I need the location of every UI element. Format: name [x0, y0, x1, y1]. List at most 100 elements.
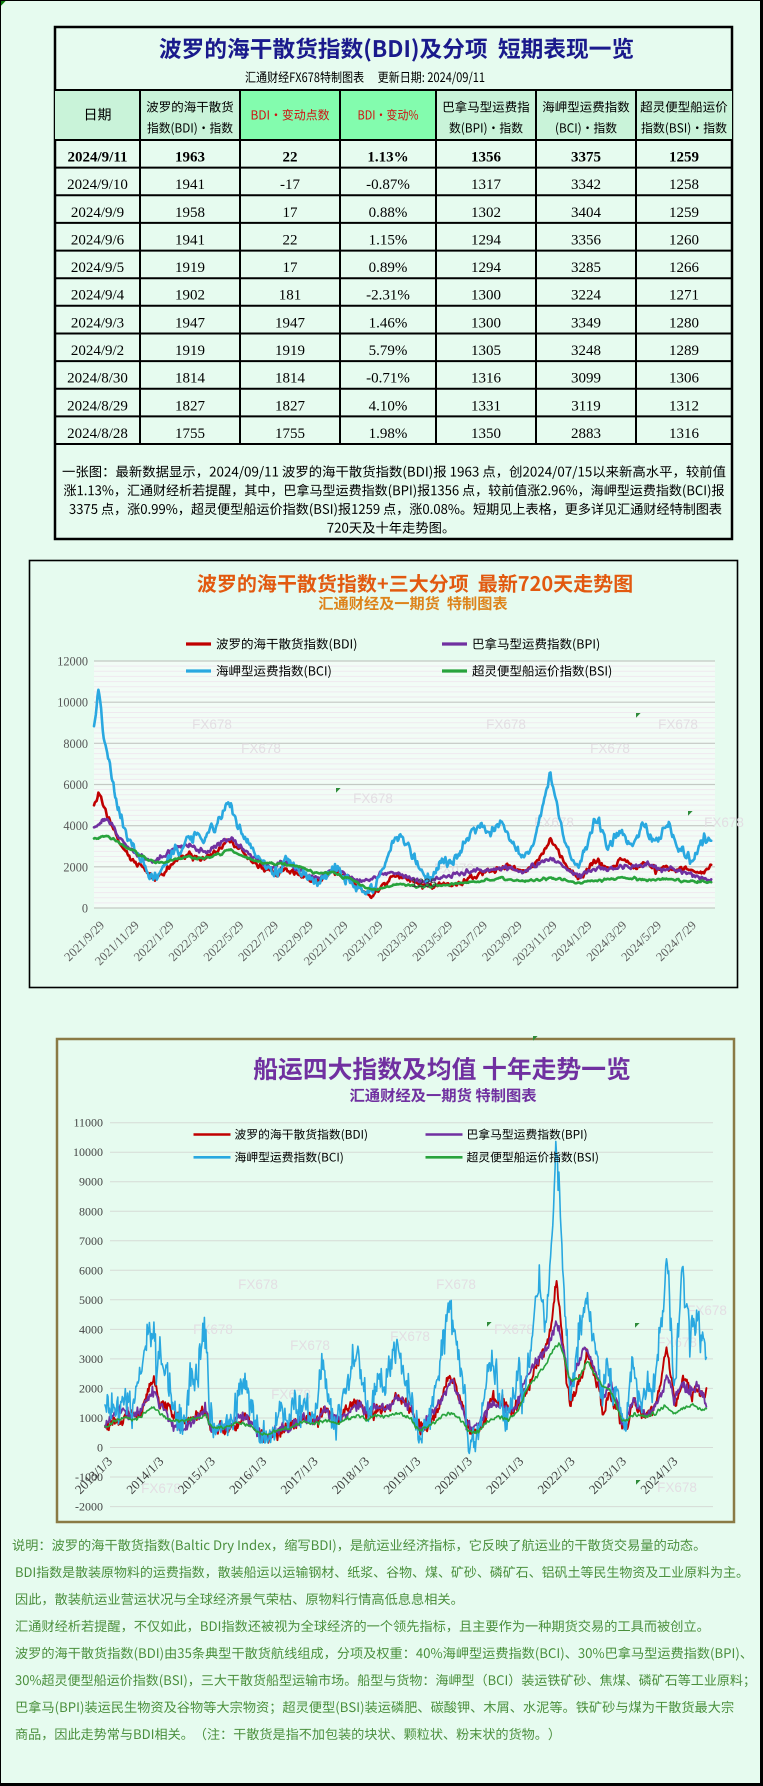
svg-text:4000: 4000 [79, 1322, 103, 1336]
svg-text:1235: 1235 [411, 878, 437, 890]
svg-text:FX678: FX678 [238, 1277, 278, 1292]
svg-text:6000: 6000 [63, 778, 88, 792]
svg-text:-17: -17 [280, 177, 300, 193]
svg-text:FX678: FX678 [434, 861, 474, 876]
svg-text:FX678: FX678 [290, 1338, 330, 1353]
svg-text:1827: 1827 [175, 398, 206, 414]
svg-text:0: 0 [97, 1441, 103, 1455]
svg-text:1300: 1300 [471, 315, 501, 331]
svg-text:1814: 1814 [175, 371, 206, 387]
svg-text:1.13%: 1.13% [367, 150, 408, 166]
svg-text:1941: 1941 [175, 232, 205, 248]
svg-text:1289: 1289 [669, 343, 699, 359]
svg-text:1.15%: 1.15% [369, 232, 408, 248]
svg-text:3099: 3099 [571, 371, 601, 387]
svg-text:2024/9/6: 2024/9/6 [71, 232, 125, 248]
svg-text:12000: 12000 [57, 655, 88, 669]
svg-text:1941: 1941 [175, 177, 205, 193]
svg-text:22: 22 [283, 150, 298, 166]
svg-text:FX678: FX678 [687, 1303, 727, 1318]
svg-text:1266: 1266 [669, 260, 700, 276]
svg-text:FX678: FX678 [141, 1481, 181, 1496]
svg-text:FX678: FX678 [192, 717, 232, 732]
svg-text:2024/9/11: 2024/9/11 [67, 150, 127, 166]
svg-text:8000: 8000 [63, 737, 88, 751]
svg-text:9000: 9000 [79, 1175, 103, 1189]
svg-text:5000: 5000 [79, 1293, 103, 1307]
svg-text:1294: 1294 [471, 260, 502, 276]
svg-text:6000: 6000 [79, 1263, 103, 1277]
svg-text:3404: 3404 [571, 205, 602, 221]
svg-text:1259: 1259 [669, 150, 699, 166]
svg-text:2000: 2000 [63, 860, 88, 874]
svg-text:10000: 10000 [73, 1145, 103, 1159]
svg-text:2024/9/5: 2024/9/5 [71, 260, 124, 276]
svg-text:FX678: FX678 [390, 1329, 430, 1344]
svg-text:1294: 1294 [471, 232, 502, 248]
svg-text:2000: 2000 [79, 1381, 103, 1395]
svg-text:4000: 4000 [63, 819, 88, 833]
svg-text:1300: 1300 [471, 288, 501, 304]
svg-text:3349: 3349 [571, 315, 601, 331]
svg-text:1.46%: 1.46% [369, 315, 408, 331]
svg-text:-1000: -1000 [75, 1470, 103, 1484]
svg-text:2024/9/4: 2024/9/4 [71, 288, 125, 304]
svg-text:FX678: FX678 [486, 717, 526, 732]
svg-text:1331: 1331 [471, 398, 501, 414]
svg-text:3285: 3285 [571, 260, 601, 276]
svg-text:17: 17 [283, 260, 299, 276]
svg-text:2024/8/29: 2024/8/29 [67, 398, 128, 414]
svg-text:1827: 1827 [275, 398, 306, 414]
svg-text:1316: 1316 [669, 426, 700, 442]
svg-text:FX678: FX678 [436, 1277, 476, 1292]
svg-text:1271: 1271 [669, 288, 699, 304]
svg-text:1902: 1902 [175, 288, 205, 304]
svg-text:1947: 1947 [175, 315, 206, 331]
svg-text:2024/9/9: 2024/9/9 [71, 205, 124, 221]
svg-text:3375: 3375 [571, 150, 601, 166]
svg-text:1305: 1305 [471, 343, 501, 359]
svg-text:1350: 1350 [471, 426, 501, 442]
svg-text:2883: 2883 [571, 426, 601, 442]
svg-text:3000: 3000 [79, 1352, 103, 1366]
svg-text:1258: 1258 [669, 177, 699, 193]
svg-text:1814: 1814 [275, 371, 306, 387]
svg-text:1316: 1316 [471, 371, 502, 387]
svg-text:10000: 10000 [57, 696, 88, 710]
svg-text:2024/9/2: 2024/9/2 [71, 343, 124, 359]
svg-text:1958: 1958 [175, 205, 205, 221]
svg-text:7000: 7000 [79, 1234, 103, 1248]
svg-text:3119: 3119 [571, 398, 600, 414]
svg-text:22: 22 [283, 232, 298, 248]
svg-text:2024/8/28: 2024/8/28 [67, 426, 128, 442]
svg-text:FX678: FX678 [241, 741, 281, 756]
svg-text:-2000: -2000 [75, 1500, 103, 1514]
svg-text:4.10%: 4.10% [369, 398, 408, 414]
svg-text:0.89%: 0.89% [369, 260, 408, 276]
svg-text:1919: 1919 [275, 343, 305, 359]
svg-text:1947: 1947 [275, 315, 306, 331]
svg-text:8000: 8000 [79, 1204, 103, 1218]
svg-text:-0.71%: -0.71% [366, 371, 410, 387]
svg-text:2024/8/30: 2024/8/30 [67, 371, 128, 387]
svg-text:1000: 1000 [79, 1411, 103, 1425]
svg-text:1302: 1302 [471, 205, 501, 221]
svg-text:-0.87%: -0.87% [366, 177, 410, 193]
svg-text:FX678: FX678 [590, 741, 630, 756]
svg-text:1317: 1317 [471, 177, 502, 193]
svg-text:FX678: FX678 [271, 1387, 311, 1402]
svg-text:0.88%: 0.88% [369, 205, 408, 221]
svg-text:11000: 11000 [73, 1116, 103, 1130]
svg-text:181: 181 [279, 288, 302, 304]
svg-text:FX678: FX678 [193, 1322, 233, 1337]
svg-text:FX678: FX678 [657, 1480, 697, 1495]
svg-text:2024/9/10: 2024/9/10 [67, 177, 128, 193]
svg-text:FX678: FX678 [353, 791, 393, 806]
svg-text:1.98%: 1.98% [369, 426, 408, 442]
svg-text:1919: 1919 [175, 343, 205, 359]
svg-text:1356: 1356 [471, 150, 502, 166]
svg-text:1963: 1963 [175, 150, 205, 166]
svg-text:5.79%: 5.79% [369, 343, 408, 359]
svg-text:1260: 1260 [669, 232, 699, 248]
svg-text:FX678: FX678 [494, 1322, 534, 1337]
